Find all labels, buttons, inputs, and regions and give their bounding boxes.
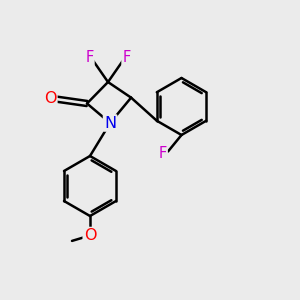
Text: F: F (85, 50, 94, 65)
Text: O: O (44, 91, 56, 106)
Text: F: F (122, 50, 131, 65)
Text: F: F (158, 146, 167, 160)
Text: N: N (104, 116, 116, 130)
Text: O: O (84, 228, 96, 243)
